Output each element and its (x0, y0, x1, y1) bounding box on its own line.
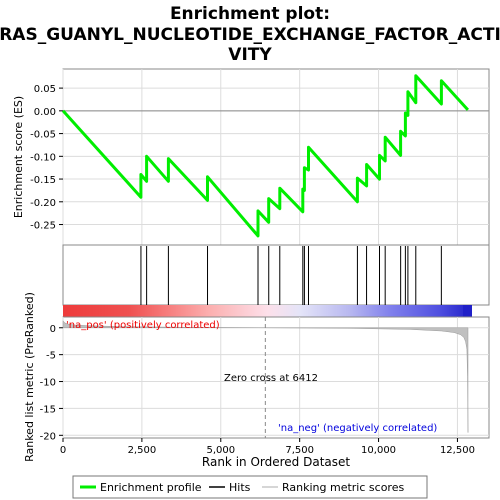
hit-marks (140, 246, 442, 305)
chart-title-line-2: RAS_GUANYL_NUCLEOTIDE_EXCHANGE_FACTOR_AC… (0, 25, 500, 45)
neg-label: 'na_neg' (negatively correlated) (278, 423, 437, 434)
legend-label-hits: Hits (229, 481, 251, 494)
es-y-tick-label: -0.25 (30, 221, 56, 232)
x-tick-label: 0 (60, 445, 66, 456)
legend-frame (72, 475, 428, 499)
metric-y-tick-label: -15 (40, 404, 56, 415)
legend-label-enrichment: Enrichment profile (100, 481, 202, 494)
x-axis-ticks: 0 2,500 5,000 7,500 10,000 12,500 (60, 438, 475, 456)
metric-panel: 0 -5 -10 -15 -20 'na_pos' (positively correl… (40, 316, 490, 442)
metric-y-tick-label: 0 (50, 324, 56, 335)
es-y-tick-label: -0.15 (30, 175, 56, 186)
legend-label-metric: Ranking metric scores (282, 481, 404, 494)
chart-title-line-3: VITY (228, 45, 272, 65)
es-panel-frame (62, 68, 490, 246)
x-tick-label: 2,500 (128, 445, 157, 456)
es-y-tick-label: -0.05 (30, 130, 56, 141)
rank-color-bar (63, 305, 472, 317)
zero-cross-label: Zero cross at 6412 (224, 373, 318, 384)
metric-y-axis-label: Ranked list metric (PreRanked) (23, 292, 36, 462)
x-tick-label: 7,500 (285, 445, 314, 456)
rank-color-bar-end (463, 305, 472, 317)
x-axis-label: Rank in Ordered Dataset (202, 455, 350, 469)
metric-y-tick-label: -10 (40, 378, 56, 389)
metric-panel-frame (62, 316, 490, 439)
legend: Enrichment profile Hits Ranking metric s… (72, 475, 428, 499)
metric-y-tick-label: -20 (40, 431, 56, 442)
hits-panel (62, 244, 490, 306)
es-y-tick-label: 0.00 (34, 107, 56, 118)
metric-area (62, 320, 469, 433)
es-y-tick-label: -0.10 (30, 152, 56, 163)
es-y-ticks: 0.05 0.00 -0.05 -0.10 -0.15 -0.20 -0.25 (30, 84, 63, 232)
hits-panel-frame (62, 244, 490, 306)
chart-title-line-1: Enrichment plot: (170, 4, 330, 24)
metric-y-tick-label: -5 (46, 351, 56, 362)
pos-label: 'na_pos' (positively correlated) (66, 320, 220, 331)
es-y-tick-label: 0.05 (34, 84, 56, 95)
es-y-axis-label: Enrichment score (ES) (12, 96, 25, 218)
metric-y-ticks: 0 -5 -10 -15 -20 (40, 324, 63, 442)
es-profile-line (61, 74, 470, 238)
x-tick-label: 12,500 (440, 445, 475, 456)
es-y-tick-label: -0.20 (30, 198, 56, 209)
x-tick-label: 5,000 (206, 445, 235, 456)
es-panel: 0.05 0.00 -0.05 -0.10 -0.15 -0.20 -0.25 (30, 68, 490, 246)
x-tick-label: 10,000 (361, 445, 396, 456)
